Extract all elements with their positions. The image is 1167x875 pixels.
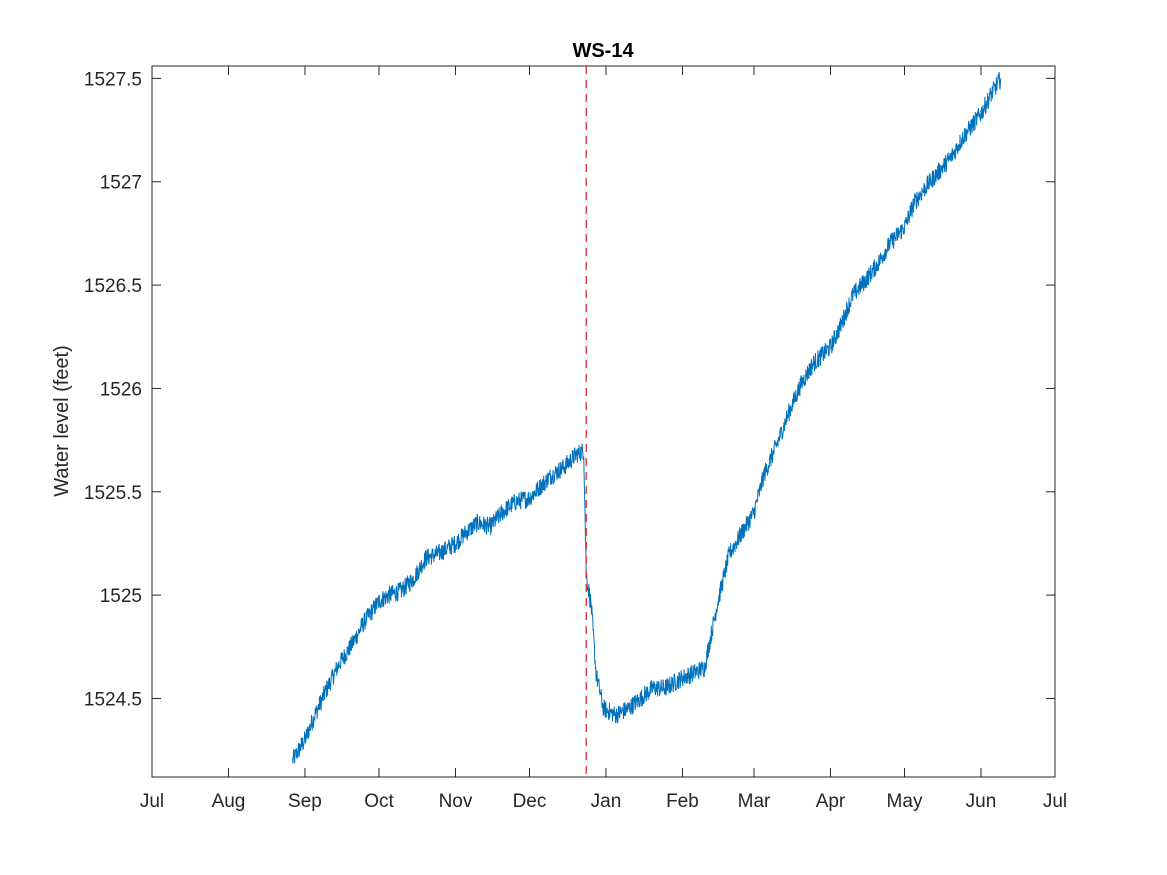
x-tick-label: Jan xyxy=(591,791,622,812)
x-tick-label: Jul xyxy=(1043,791,1067,812)
y-tick-label: 1524.5 xyxy=(84,689,142,710)
x-tick-label: Jun xyxy=(966,791,997,812)
x-tick-label: Mar xyxy=(738,791,771,812)
y-tick-label: 1525.5 xyxy=(84,483,142,504)
y-axis-label: Water level (feet) xyxy=(51,345,73,497)
y-tick-label: 1526 xyxy=(100,379,142,400)
x-tick-label: Dec xyxy=(513,791,547,812)
x-axis: Jul Aug Sep Oct Nov Dec Jan Feb Mar Apr May Jun Jul xyxy=(140,66,1067,812)
x-tick-label: Jul xyxy=(140,791,164,812)
x-tick-label: Apr xyxy=(816,791,846,812)
y-tick-label: 1527.5 xyxy=(84,69,142,90)
x-tick-label: Nov xyxy=(439,791,473,812)
x-tick-label: Aug xyxy=(212,791,246,812)
x-tick-label: Feb xyxy=(666,791,699,812)
plot-area xyxy=(151,65,1056,778)
y-tick-label: 1527 xyxy=(100,173,142,194)
water-level-line xyxy=(292,72,1002,764)
y-axis: 1524.5 1525 1525.5 1526 1526.5 1527 1527.5 xyxy=(84,69,1055,710)
x-tick-label: Oct xyxy=(364,791,394,812)
x-tick-label: Sep xyxy=(288,791,322,812)
y-tick-label: 1526.5 xyxy=(84,276,142,297)
y-tick-label: 1525 xyxy=(100,586,142,607)
chart-title: WS-14 xyxy=(572,40,634,62)
series-layer xyxy=(292,66,1002,777)
x-tick-label: May xyxy=(887,791,923,812)
